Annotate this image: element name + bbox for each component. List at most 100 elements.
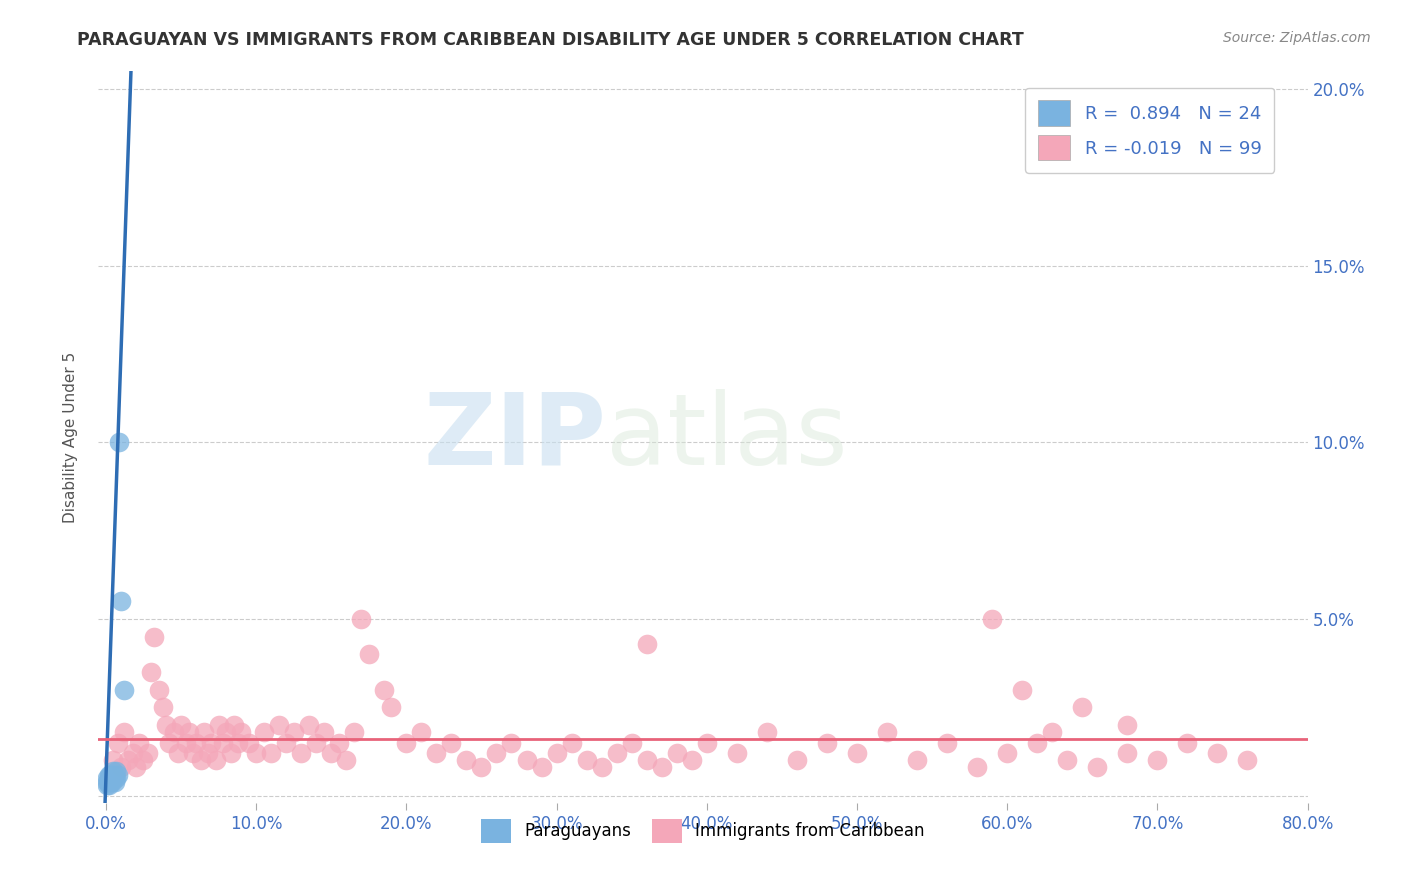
Point <box>212 736 235 750</box>
Point <box>97 771 120 785</box>
Point <box>222 718 245 732</box>
Point <box>97 767 120 781</box>
Point <box>283 725 305 739</box>
Point <box>181 747 204 761</box>
Point <box>96 771 118 785</box>
Point <box>110 760 132 774</box>
Point <box>96 774 118 789</box>
Point <box>696 736 718 750</box>
Point <box>100 767 122 781</box>
Point <box>215 725 238 739</box>
Point <box>290 747 312 761</box>
Point <box>128 736 150 750</box>
Point <box>440 736 463 750</box>
Point <box>107 736 129 750</box>
Point <box>155 718 177 732</box>
Point <box>143 630 166 644</box>
Point <box>470 760 492 774</box>
Point <box>117 753 139 767</box>
Point <box>305 736 328 750</box>
Point <box>260 747 283 761</box>
Point <box>1056 753 1078 767</box>
Point <box>184 736 207 750</box>
Point <box>905 753 928 767</box>
Y-axis label: Disability Age Under 5: Disability Age Under 5 <box>63 351 77 523</box>
Point <box>1040 725 1063 739</box>
Point <box>1116 718 1139 732</box>
Point <box>122 747 145 761</box>
Point <box>97 778 120 792</box>
Point <box>1116 747 1139 761</box>
Point <box>267 718 290 732</box>
Point <box>162 725 184 739</box>
Point <box>100 771 122 785</box>
Point <box>620 736 643 750</box>
Point <box>103 764 125 778</box>
Point <box>100 774 122 789</box>
Point <box>245 747 267 761</box>
Point <box>101 774 124 789</box>
Point <box>995 747 1018 761</box>
Point <box>981 612 1004 626</box>
Point <box>1146 753 1168 767</box>
Point <box>395 736 418 750</box>
Point <box>606 747 628 761</box>
Point <box>343 725 366 739</box>
Point <box>1236 753 1258 767</box>
Point <box>321 747 343 761</box>
Point <box>197 747 219 761</box>
Point <box>1177 736 1199 750</box>
Point <box>190 753 212 767</box>
Point <box>136 747 159 761</box>
Text: PARAGUAYAN VS IMMIGRANTS FROM CARIBBEAN DISABILITY AGE UNDER 5 CORRELATION CHART: PARAGUAYAN VS IMMIGRANTS FROM CARIBBEAN … <box>77 31 1024 49</box>
Point <box>1085 760 1108 774</box>
Point <box>207 718 229 732</box>
Point <box>665 747 688 761</box>
Point <box>110 594 132 608</box>
Point <box>148 682 170 697</box>
Point <box>167 747 190 761</box>
Point <box>112 725 135 739</box>
Point <box>112 682 135 697</box>
Point <box>681 753 703 767</box>
Point <box>139 665 162 679</box>
Text: atlas: atlas <box>606 389 848 485</box>
Point <box>936 736 959 750</box>
Point <box>170 718 193 732</box>
Point <box>157 736 180 750</box>
Point <box>104 774 127 789</box>
Point <box>1011 682 1033 697</box>
Point <box>200 736 222 750</box>
Point <box>411 725 433 739</box>
Point <box>725 747 748 761</box>
Point <box>107 767 129 781</box>
Legend: Paraguayans, Immigrants from Caribbean: Paraguayans, Immigrants from Caribbean <box>475 813 931 849</box>
Point <box>108 435 131 450</box>
Point <box>219 747 242 761</box>
Point <box>357 648 380 662</box>
Point <box>561 736 583 750</box>
Point <box>1206 747 1229 761</box>
Point <box>229 725 252 739</box>
Point <box>515 753 537 767</box>
Point <box>966 760 988 774</box>
Point <box>105 764 128 778</box>
Point <box>132 753 155 767</box>
Point <box>103 771 125 785</box>
Point <box>815 736 838 750</box>
Point <box>786 753 808 767</box>
Point <box>546 747 568 761</box>
Point <box>101 771 124 785</box>
Point <box>193 725 215 739</box>
Point <box>501 736 523 750</box>
Point <box>276 736 298 750</box>
Point <box>350 612 373 626</box>
Point <box>335 753 357 767</box>
Point <box>101 767 124 781</box>
Point <box>1026 736 1049 750</box>
Point <box>125 760 148 774</box>
Point <box>575 753 598 767</box>
Point <box>226 736 249 750</box>
Point <box>177 725 200 739</box>
Text: ZIP: ZIP <box>423 389 606 485</box>
